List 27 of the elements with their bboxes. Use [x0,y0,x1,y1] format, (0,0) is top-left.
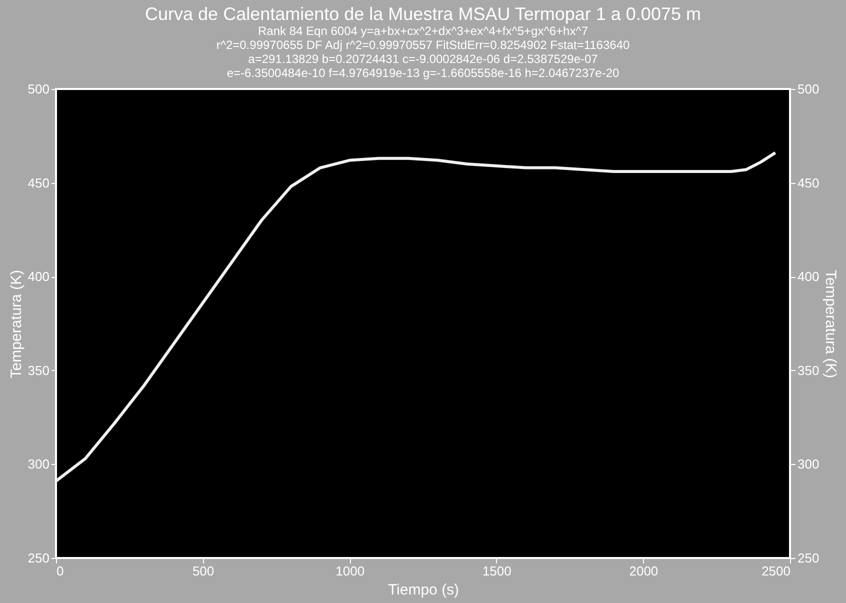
y-tick-label: 450 [28,175,50,190]
x-tick-label: 2000 [629,564,658,578]
y-tick-label: 350 [28,362,50,378]
x-axis-title: Tiempo (s) [388,582,460,598]
y2-tick-label: 350 [798,362,820,378]
y-tick-label: 500 [28,82,50,96]
line-series [54,151,777,483]
x-tick-label: 0 [56,564,64,578]
y2-tick-label: 450 [798,175,820,190]
y2-tick-label: 500 [798,82,820,96]
y-axis-title: Temperatura (K) [8,270,25,378]
x-tick-label: 500 [192,564,214,578]
text: Rank 84 Eqn 6004 y=a+bx+cx^2+dx^3+ex^4+fx^5+gx^6+hx^7 [258,24,588,38]
x-tick-label: 1000 [336,564,365,578]
text: e=-6.3500484e-10 f=4.9764919e-13 g=-1.6605558e-16 h=2.0467237e-20 [226,66,620,80]
y-tick-label: 400 [28,269,50,284]
y2-axis-title: Temperatura (K) [822,270,840,378]
y2-tick-label: 400 [798,269,820,284]
y2-tick-label: 250 [798,550,820,566]
chart-title: Curva de Calentamiento de la Muestra MSAU Termopar 1 a 0.0075 m [145,4,701,24]
text: r^2=0.99970655 DF Adj r^2=0.99970557 FitStdErr=0.8254902 Fstat=1163640 [216,38,630,52]
y-tick-label: 300 [28,456,50,472]
y-tick-label: 250 [28,550,50,566]
y2-tick-label: 300 [798,456,820,472]
text: a=291.13829 b=0.20724431 c=-9.0002842e-06 d=2.5387529e-07 [248,52,598,66]
x-tick-label: 1500 [482,564,512,578]
x-tick-label: 2500 [762,564,790,578]
